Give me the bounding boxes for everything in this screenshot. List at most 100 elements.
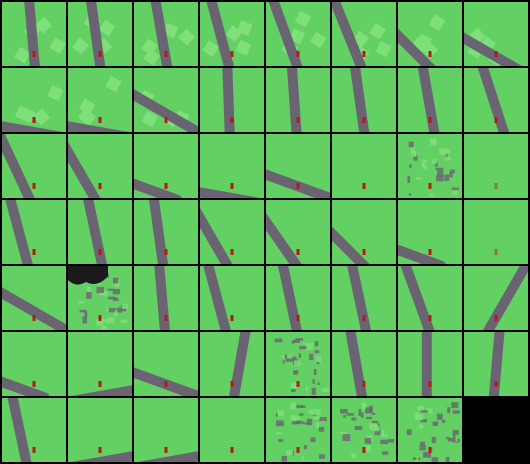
car-marker (164, 117, 168, 123)
frame-scene (134, 332, 198, 396)
frame-53 (266, 398, 330, 462)
frame-1 (2, 2, 66, 66)
frame-21 (266, 134, 330, 198)
road (2, 275, 66, 330)
car-marker (230, 183, 234, 189)
frame-scene (266, 266, 330, 330)
frame-scene (332, 68, 396, 132)
frame-52 (200, 398, 264, 462)
road (134, 149, 182, 198)
car-marker (494, 117, 498, 123)
frame-scene (2, 332, 66, 396)
frame-scene (2, 2, 66, 66)
grass-tile (72, 37, 89, 55)
frame-scene (68, 134, 132, 198)
grass-tile (14, 46, 31, 64)
frame-7 (398, 2, 462, 66)
car-marker (98, 51, 102, 57)
road (146, 200, 176, 264)
frame-39 (398, 266, 462, 330)
frame-scene (68, 2, 132, 66)
frame-11 (134, 68, 198, 132)
frame-23 (398, 134, 462, 198)
frame-scene (398, 2, 462, 66)
car-marker (296, 315, 300, 321)
road (200, 200, 256, 264)
road (84, 2, 113, 66)
frame-42 (68, 332, 132, 396)
car-marker (230, 315, 234, 321)
car-marker (32, 117, 36, 123)
frame-scene (200, 266, 264, 330)
car-marker (362, 51, 366, 57)
frame-16 (464, 68, 528, 132)
car-marker (230, 51, 234, 57)
car-marker (98, 315, 102, 321)
frame-56 (464, 398, 528, 462)
frame-scene (266, 134, 330, 198)
frame-17 (2, 134, 66, 198)
road (2, 200, 46, 264)
frame-scene (332, 134, 396, 198)
frame-3 (134, 2, 198, 66)
frame-9 (2, 68, 66, 132)
car-marker (362, 315, 366, 321)
road (68, 134, 124, 198)
grass-tile (178, 28, 196, 46)
car-marker (32, 315, 36, 321)
frame-scene (464, 332, 528, 396)
grass-tile (105, 75, 122, 93)
frame-30 (332, 200, 396, 264)
frame-scene (200, 134, 264, 198)
frame-scene (266, 200, 330, 264)
frame-scene (398, 332, 462, 396)
frame-14 (332, 68, 396, 132)
frame-scene (464, 398, 528, 462)
grass-tile (294, 10, 312, 28)
frame-40 (464, 266, 528, 330)
car-marker (296, 447, 300, 453)
frame-scene (266, 398, 330, 462)
frame-scene (200, 200, 264, 264)
frame-scene (134, 200, 198, 264)
frame-50 (68, 398, 132, 462)
grass-tile (98, 19, 116, 37)
road (2, 134, 56, 198)
road (266, 200, 328, 264)
road (464, 266, 528, 330)
car-marker (428, 51, 432, 57)
grass-tile (375, 40, 392, 58)
frame-13 (266, 68, 330, 132)
frame-scene (2, 398, 66, 462)
frame-22 (332, 134, 396, 198)
road (398, 215, 446, 264)
frame-37 (266, 266, 330, 330)
frame-scene (68, 332, 132, 396)
frame-18 (68, 134, 132, 198)
car-marker (98, 249, 102, 255)
frame-5 (266, 2, 330, 66)
frame-36 (200, 266, 264, 330)
car-marker (164, 183, 168, 189)
frame-scene (332, 200, 396, 264)
road (152, 266, 175, 330)
car-marker (296, 381, 300, 387)
frame-scene (332, 2, 396, 66)
grass-tile (421, 41, 439, 59)
frame-20 (200, 134, 264, 198)
grass-tile (33, 108, 51, 126)
frame-19 (134, 134, 198, 198)
frame-scene (68, 398, 132, 462)
car-marker (494, 315, 498, 321)
noise-patch (406, 402, 460, 462)
car-marker (98, 183, 102, 189)
frame-6 (332, 2, 396, 66)
road (274, 266, 313, 330)
car-marker (428, 381, 432, 387)
grass-tile (78, 98, 96, 115)
frame-29 (266, 200, 330, 264)
frame-49 (2, 398, 66, 462)
frame-47 (398, 332, 462, 396)
frame-scene (464, 200, 528, 264)
car-marker (230, 381, 234, 387)
